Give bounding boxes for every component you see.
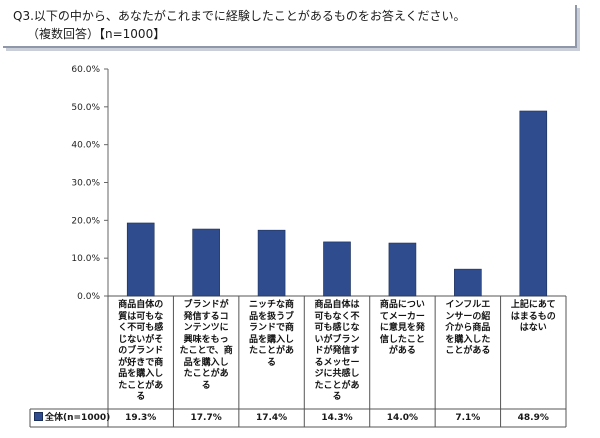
category-label: ブランドが発信するコンテンツに興味をもったことで、商品を購入したことがある	[179, 300, 233, 391]
category-label: 商品自体の質は可もなく不可も感じないがそのブランドが好きで商品を購入したことがあ…	[118, 300, 164, 402]
value-label: 14.3%	[321, 413, 353, 423]
y-tick-label: 50.0%	[71, 103, 100, 113]
bar	[192, 228, 220, 297]
value-label: 7.1%	[455, 413, 481, 423]
y-tick-label: 40.0%	[71, 141, 100, 151]
y-tick-label: 0.0%	[77, 292, 100, 302]
category-label: 上記にあてはまるものはない	[510, 300, 556, 333]
y-tick-label: 10.0%	[71, 254, 100, 264]
legend-swatch	[34, 411, 43, 421]
y-tick-label: 20.0%	[71, 216, 100, 226]
category-label: ニッチな商品を扱うブランドで商品を購入したことがある	[249, 300, 295, 368]
value-label: 14.0%	[386, 413, 419, 423]
value-label: 19.3%	[125, 413, 157, 423]
value-label: 48.9%	[517, 413, 549, 423]
category-label: 商品についてメーカーに意見を発信したことがある	[379, 300, 425, 356]
value-label: 17.7%	[190, 413, 222, 423]
value-label: 17.4%	[255, 413, 288, 423]
bar	[126, 222, 155, 297]
category-label: 商品自体は可もなく不可も感じないがブランドが発信するメッセージに共感したことがあ…	[314, 300, 360, 402]
bar	[519, 110, 548, 297]
legend-label: 全体(n=1000)	[45, 413, 111, 423]
question-box: Q3.以下の中から、あなたがこれまでに経験したことがあるものをお答えください。 …	[3, 5, 577, 48]
bar	[388, 242, 417, 297]
bar	[323, 241, 351, 297]
category-label: インフルエンサーの紹介から商品を購入したことがある	[445, 300, 491, 356]
question-note: （複数回答）【n=1000】	[27, 27, 166, 41]
y-tick-label: 30.0%	[71, 179, 100, 189]
bar	[454, 268, 482, 297]
bar	[257, 229, 286, 297]
legend-series: 全体(n=1000)	[34, 409, 111, 427]
y-tick-label: 60.0%	[71, 65, 100, 75]
question-text: Q3.以下の中から、あなたがこれまでに経験したことがあるものをお答えください。	[13, 9, 466, 23]
